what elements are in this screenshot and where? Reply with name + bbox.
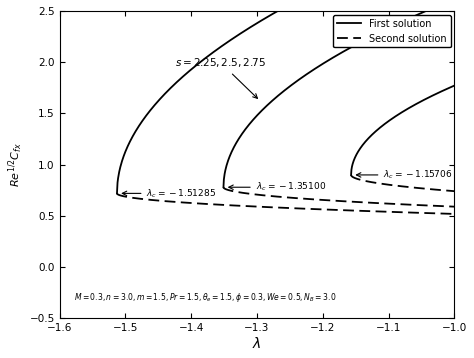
- Y-axis label: $Re^{1/2}C_{fx}$: $Re^{1/2}C_{fx}$: [7, 142, 25, 187]
- Text: $M = 0.3, n = 3.0, m = 1.5, Pr = 1.5, \theta_e = 1.5, \phi = 0.3, We = 0.5, N_B : $M = 0.3, n = 3.0, m = 1.5, Pr = 1.5, \t…: [74, 291, 337, 304]
- X-axis label: $\lambda$: $\lambda$: [252, 336, 262, 351]
- Text: $s = 2.25, 2.5, 2.75$: $s = 2.25, 2.5, 2.75$: [175, 56, 266, 98]
- Legend: First solution, Second solution: First solution, Second solution: [333, 15, 451, 48]
- Text: $\lambda_c = -1.15706$: $\lambda_c = -1.15706$: [356, 169, 453, 181]
- Text: $\lambda_c = -1.35100$: $\lambda_c = -1.35100$: [229, 181, 326, 193]
- Text: $\lambda_c = -1.51285$: $\lambda_c = -1.51285$: [122, 187, 217, 200]
